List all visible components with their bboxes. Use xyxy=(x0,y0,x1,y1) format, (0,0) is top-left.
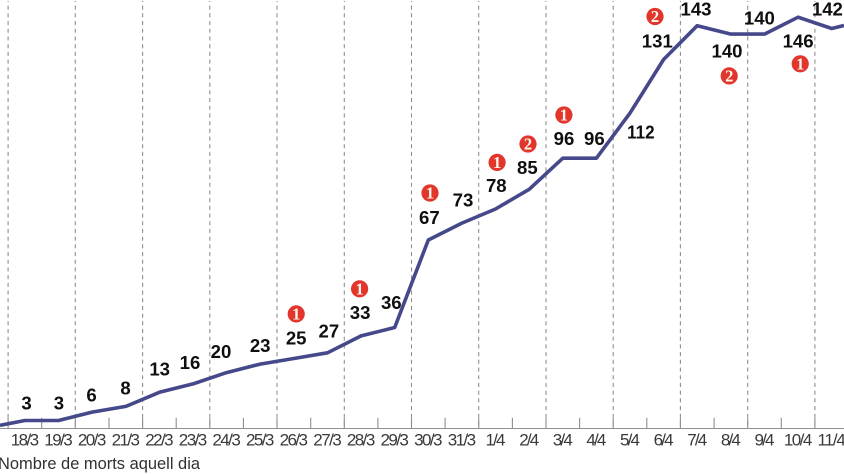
svg-text:7/4: 7/4 xyxy=(687,431,707,450)
svg-text:78: 78 xyxy=(486,175,507,196)
svg-text:24/3: 24/3 xyxy=(212,431,240,450)
svg-text:2: 2 xyxy=(524,135,532,154)
svg-text:2/4: 2/4 xyxy=(519,431,539,450)
svg-text:31/3: 31/3 xyxy=(448,431,476,450)
svg-text:21/3: 21/3 xyxy=(112,431,140,450)
svg-text:6/4: 6/4 xyxy=(654,431,674,450)
svg-text:143: 143 xyxy=(680,0,711,19)
svg-text:30/3: 30/3 xyxy=(414,431,442,450)
svg-text:11/4: 11/4 xyxy=(818,431,844,450)
svg-text:27: 27 xyxy=(319,320,340,341)
svg-text:36: 36 xyxy=(381,292,402,313)
svg-text:3: 3 xyxy=(54,392,64,413)
svg-text:67: 67 xyxy=(419,207,440,228)
svg-text:Nombre de morts aquell dia: Nombre de morts aquell dia xyxy=(0,454,201,473)
svg-text:1: 1 xyxy=(292,304,300,323)
svg-text:19/3: 19/3 xyxy=(44,431,72,450)
svg-text:96: 96 xyxy=(584,128,605,149)
svg-text:1: 1 xyxy=(560,106,568,125)
svg-text:20: 20 xyxy=(211,341,232,362)
svg-text:23: 23 xyxy=(250,335,271,356)
svg-text:13: 13 xyxy=(149,359,170,380)
svg-text:1: 1 xyxy=(426,184,434,203)
svg-text:23/3: 23/3 xyxy=(179,431,207,450)
svg-text:9/4: 9/4 xyxy=(755,431,775,450)
svg-text:16: 16 xyxy=(180,352,201,373)
svg-text:112: 112 xyxy=(627,122,655,143)
svg-text:3: 3 xyxy=(21,392,31,413)
svg-text:20/3: 20/3 xyxy=(78,431,106,450)
svg-text:140: 140 xyxy=(711,41,742,62)
svg-text:26/3: 26/3 xyxy=(280,431,308,450)
svg-text:85: 85 xyxy=(517,157,538,178)
svg-text:25: 25 xyxy=(286,327,307,348)
svg-text:2: 2 xyxy=(725,67,733,86)
svg-text:146: 146 xyxy=(783,30,814,51)
svg-text:1: 1 xyxy=(796,54,804,73)
svg-text:28/3: 28/3 xyxy=(347,431,375,450)
svg-text:5/4: 5/4 xyxy=(620,431,640,450)
svg-text:8: 8 xyxy=(120,378,130,399)
svg-text:10/4: 10/4 xyxy=(784,431,812,450)
svg-text:73: 73 xyxy=(453,190,474,211)
svg-text:8/4: 8/4 xyxy=(721,431,741,450)
svg-text:4/4: 4/4 xyxy=(586,431,606,450)
svg-text:1: 1 xyxy=(355,279,363,298)
svg-text:25/3: 25/3 xyxy=(246,431,274,450)
svg-text:27/3: 27/3 xyxy=(313,431,341,450)
svg-text:142: 142 xyxy=(812,0,843,19)
svg-text:29/3: 29/3 xyxy=(381,431,409,450)
svg-text:140: 140 xyxy=(744,7,775,28)
svg-text:1/4: 1/4 xyxy=(486,431,506,450)
svg-text:1: 1 xyxy=(493,153,501,172)
svg-text:33: 33 xyxy=(350,302,371,323)
svg-text:22/3: 22/3 xyxy=(145,431,173,450)
svg-text:18/3: 18/3 xyxy=(11,431,39,450)
svg-text:3/4: 3/4 xyxy=(553,431,573,450)
svg-text:6: 6 xyxy=(86,385,96,406)
svg-text:131: 131 xyxy=(642,30,673,51)
svg-text:96: 96 xyxy=(554,128,575,149)
svg-text:2: 2 xyxy=(651,7,659,26)
